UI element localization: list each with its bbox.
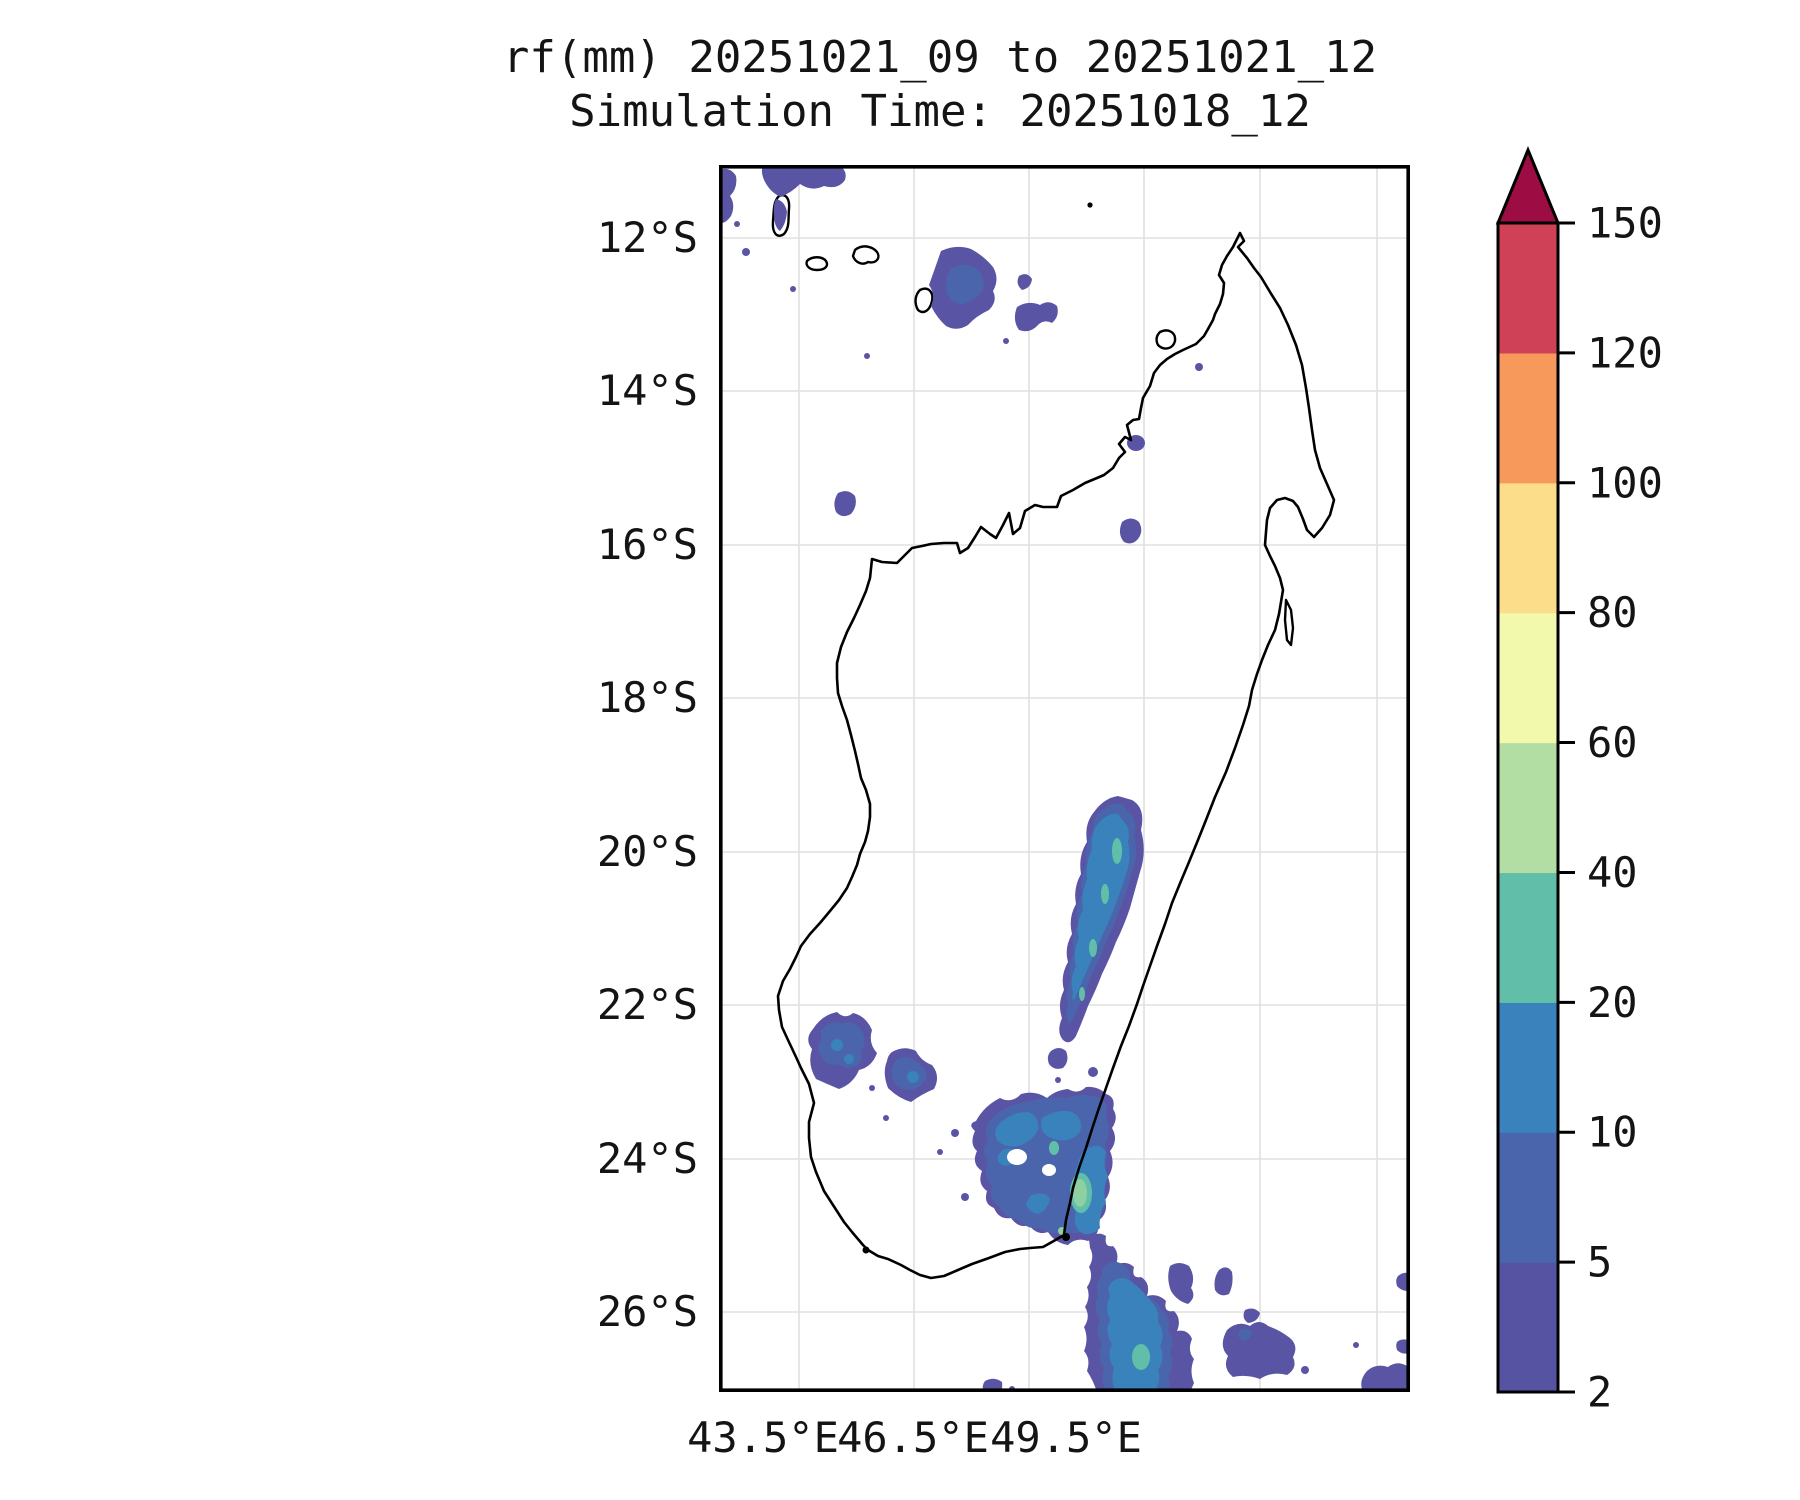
y-tick-label: 12°S — [596, 213, 698, 262]
colorbar-segment — [1498, 872, 1558, 1003]
figure-subtitle: Simulation Time: 20251018_12 — [569, 86, 1311, 137]
colorbar-ticks: 2 5 10 20 40 60 80 100 120 150 — [1558, 199, 1663, 1417]
colorbar: 2 5 10 20 40 60 80 100 120 150 — [1495, 146, 1663, 1417]
island-mayotte — [914, 287, 934, 314]
island-nosy-be — [1155, 329, 1177, 350]
colorbar-tick-label: 20 — [1587, 978, 1638, 1027]
colorbar-over-arrow — [1495, 146, 1561, 225]
y-tick-label: 26°S — [596, 1287, 698, 1336]
madagascar-coastline — [776, 231, 1336, 1280]
colorbar-segment — [1498, 482, 1558, 614]
colorbar-tick-label: 40 — [1587, 848, 1638, 897]
colorbar-tick-label: 60 — [1587, 718, 1638, 767]
graticule-gridlines — [719, 165, 1410, 1392]
colorbar-segment — [1498, 223, 1558, 354]
rain-patches — [719, 165, 1410, 1392]
colorbar-segment — [1498, 352, 1558, 484]
colorbar-tick-label: 120 — [1587, 328, 1663, 377]
x-tick-label: 49.5°E — [990, 1413, 1142, 1462]
map-frame — [718, 165, 1411, 1393]
y-tick-label: 20°S — [596, 827, 698, 876]
colorbar-segment — [1498, 1132, 1558, 1263]
y-tick-label: 14°S — [596, 366, 698, 415]
colorbar-tick-label: 100 — [1587, 458, 1663, 507]
y-tick-label: 24°S — [596, 1134, 698, 1183]
coast-corner-dot-south — [862, 1246, 870, 1254]
colorbar-tick-label: 5 — [1587, 1238, 1612, 1287]
coast-corner-dot-tolagnaro — [1062, 1233, 1070, 1241]
y-tick-label: 16°S — [596, 520, 698, 569]
colorbar-tick-label: 150 — [1587, 199, 1663, 248]
coastline-layer — [776, 231, 1336, 1280]
island-anjouan — [851, 245, 880, 265]
island-land — [771, 194, 1295, 647]
x-tick-label: 46.5°E — [837, 1413, 989, 1462]
colorbar-segment — [1498, 1002, 1558, 1133]
colorbar-segments — [1498, 223, 1558, 1393]
colorbar-segment — [1498, 1262, 1558, 1393]
x-tick-label: 43.5°E — [687, 1413, 839, 1462]
colorbar-tick-label: 2 — [1587, 1368, 1612, 1417]
colorbar-tick-label: 10 — [1587, 1108, 1638, 1157]
colorbar-segment — [1498, 742, 1558, 874]
y-tick-label: 22°S — [596, 980, 698, 1029]
colorbar-segment — [1498, 612, 1558, 744]
colorbar-tick-label: 80 — [1587, 588, 1638, 637]
islet-glorieuses — [1087, 202, 1093, 208]
island-sainte-marie — [1283, 598, 1295, 647]
island-moheli — [805, 256, 829, 272]
colorbar-outline — [1496, 221, 1560, 1394]
figure-title: rf(mm) 20251021_09 to 20251021_12 — [502, 32, 1378, 83]
y-tick-label: 18°S — [596, 673, 698, 722]
